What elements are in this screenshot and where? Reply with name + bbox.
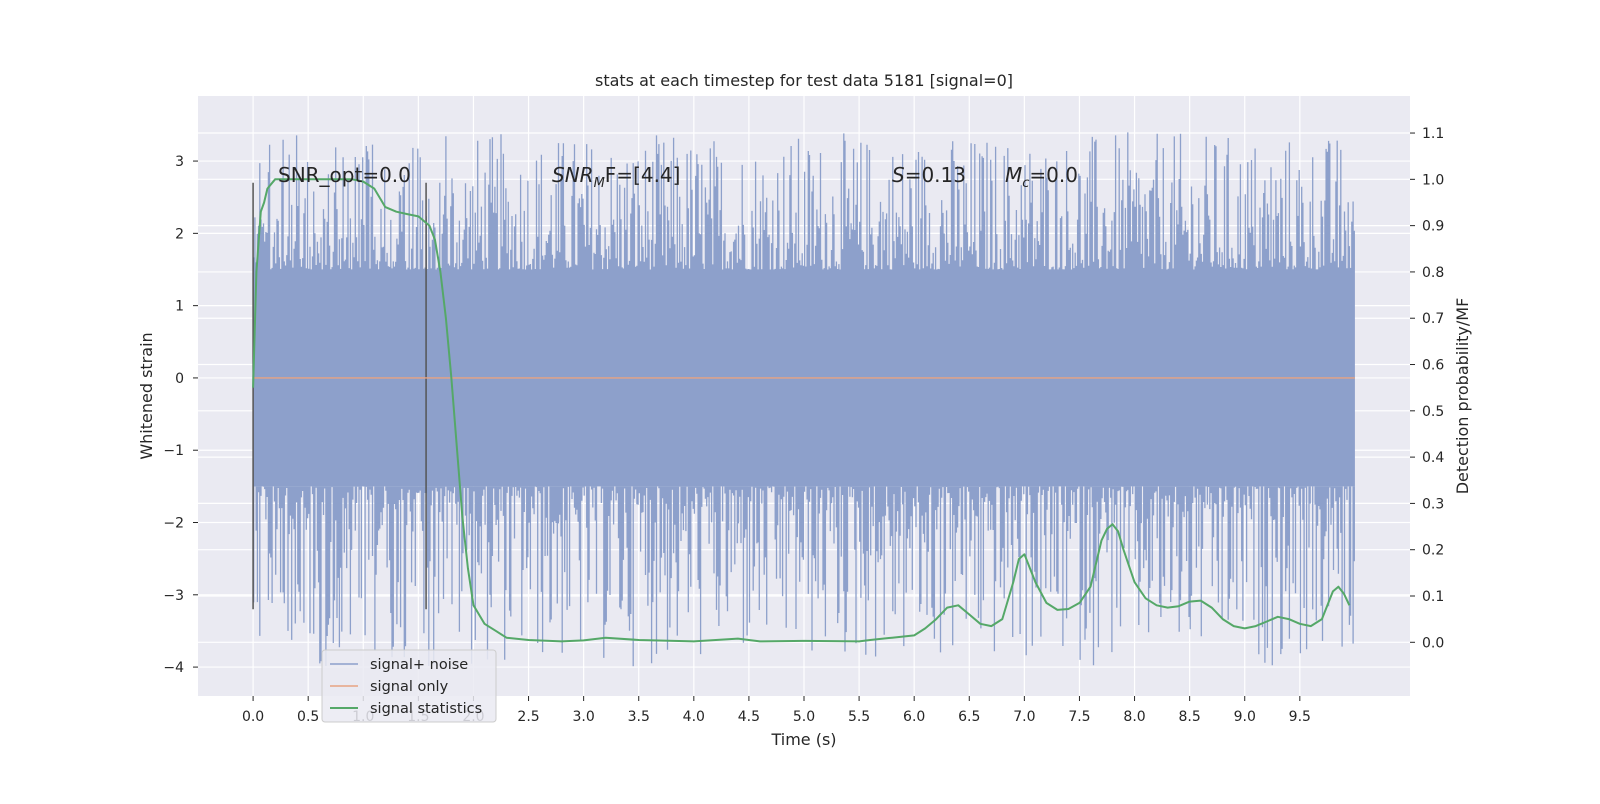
y2-tick-label: 0.3 — [1422, 496, 1444, 512]
y-tick-label: −3 — [163, 588, 184, 604]
y2-tick-label: 1.0 — [1422, 172, 1444, 188]
y2-tick-label: 0.2 — [1422, 543, 1444, 559]
y2-tick-label: 0.6 — [1422, 358, 1444, 374]
y2-tick-label: 0.9 — [1422, 219, 1444, 235]
annotation-s: S=0.13 — [892, 163, 966, 187]
chart-title: stats at each timestep for test data 518… — [595, 71, 1013, 90]
y-tick-label: 3 — [175, 154, 184, 170]
y-tick-label: −4 — [163, 660, 184, 676]
x-tick-label: 4.5 — [738, 709, 760, 725]
annotation-snr-mf-rest: F=[4.4] — [605, 163, 681, 187]
annotation-mc-base: M — [1005, 163, 1022, 187]
annotation-s-base: S — [892, 163, 905, 187]
y2-axis-label: Detection probability/MF — [1453, 298, 1472, 495]
annotation-snr-mf-sub: M — [594, 176, 605, 191]
legend-label-signal-plus-noise: signal+ noise — [370, 657, 468, 673]
y2-tick-label: 0.8 — [1422, 265, 1444, 281]
signal-statistics-series — [252, 178, 1351, 643]
x-tick-label: 5.0 — [793, 709, 815, 725]
y2-tick-label: 0.5 — [1422, 404, 1444, 420]
legend: signal+ noise signal only signal statist… — [321, 649, 497, 723]
y2-tick-label: 0.7 — [1422, 311, 1444, 327]
x-tick-label: 9.5 — [1289, 709, 1311, 725]
x-tick-label: 0.5 — [297, 709, 319, 725]
y2-tick-label: 1.1 — [1422, 126, 1444, 142]
x-tick-label: 6.5 — [958, 709, 980, 725]
x-tick-label: 7.0 — [1013, 709, 1035, 725]
annotation-mc: Mc=0.0 — [1005, 163, 1078, 191]
legend-label-signal-statistics: signal statistics — [370, 701, 482, 717]
y-tick-label: 2 — [175, 226, 184, 242]
legend-box — [321, 649, 497, 723]
x-tick-label: 0.0 — [242, 709, 264, 725]
annotation-snr-mf-base: SNR — [552, 163, 594, 187]
vertical-markers — [252, 182, 427, 610]
annotation-s-rest: =0.13 — [905, 163, 966, 187]
y-axis-label: Whitened strain — [137, 332, 156, 459]
legend-label-signal-only: signal only — [370, 679, 449, 695]
y2-tick-label: 0.1 — [1422, 589, 1444, 605]
annotation-snr-mf: SNRMF=[4.4] — [552, 163, 680, 191]
annotation-mc-rest: =0.0 — [1029, 163, 1078, 187]
x-tick-label: 3.5 — [628, 709, 650, 725]
annotation-mc-sub: c — [1022, 176, 1029, 191]
y-tick-label: −1 — [163, 443, 184, 459]
x-tick-label: 9.0 — [1234, 709, 1256, 725]
y2-tick-label: 0.4 — [1422, 450, 1444, 466]
x-tick-label: 8.0 — [1123, 709, 1145, 725]
y-tick-label: −2 — [163, 516, 184, 532]
x-tick-label: 2.5 — [517, 709, 539, 725]
annotation-snr-opt: SNR_opt=0.0 — [278, 163, 411, 187]
y-tick-label: 1 — [175, 299, 184, 315]
y2-tick-label: 0.0 — [1422, 635, 1444, 651]
x-tick-label: 4.0 — [683, 709, 705, 725]
x-tick-label: 3.0 — [573, 709, 595, 725]
x-tick-label: 6.0 — [903, 709, 925, 725]
x-tick-label: 5.5 — [848, 709, 870, 725]
y-tick-label: 0 — [175, 371, 184, 387]
x-axis-label: Time (s) — [770, 730, 836, 749]
x-tick-label: 8.5 — [1179, 709, 1201, 725]
x-tick-label: 7.5 — [1068, 709, 1090, 725]
